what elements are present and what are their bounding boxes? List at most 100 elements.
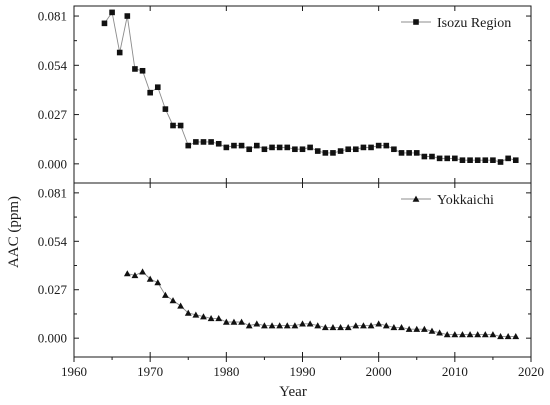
data-point (131, 271, 139, 279)
x-axis: 1960 1970 1980 1990 2000 2010 2020 (61, 357, 544, 379)
data-point (177, 122, 184, 129)
data-point (459, 331, 466, 338)
data-point (436, 155, 443, 162)
data-point (177, 302, 185, 309)
panel-2: 0.000 0.027 0.054 0.081 Yokkaichi (38, 182, 532, 358)
data-point (200, 313, 207, 320)
data-point (352, 322, 360, 329)
data-point (413, 150, 420, 156)
data-point (132, 66, 138, 72)
data-point (215, 315, 223, 322)
y-tick-label: 0.000 (38, 331, 67, 346)
legend: Isozu Region (401, 16, 511, 31)
data-point (222, 318, 230, 325)
data-point (215, 140, 222, 147)
data-point (337, 324, 344, 331)
data-point (193, 139, 199, 145)
data-point (154, 84, 161, 91)
data-point (421, 153, 428, 160)
data-point (284, 144, 291, 151)
data-point (383, 142, 390, 149)
data-point (162, 106, 169, 112)
x-tick-label: 1980 (213, 364, 239, 379)
data-point (345, 146, 351, 153)
data-point (207, 315, 215, 322)
data-point (467, 157, 473, 163)
data-point (170, 122, 176, 129)
legend-marker (413, 19, 419, 25)
x-tick-label: 2000 (366, 364, 392, 379)
data-point (512, 157, 519, 163)
data-point (283, 322, 291, 329)
data-point (139, 67, 146, 74)
data-point (497, 332, 504, 340)
data-point (505, 155, 511, 162)
data-point (497, 159, 504, 165)
data-point (162, 291, 169, 298)
data-point (231, 142, 237, 149)
series-1-1 (101, 9, 519, 165)
x-tick-label: 1960 (61, 364, 87, 379)
data-point (391, 146, 397, 153)
data-point (398, 324, 405, 331)
data-point (368, 144, 374, 151)
legend: Yokkaichi (401, 193, 494, 208)
data-point (459, 157, 466, 163)
y-tick-label: 0.054 (38, 234, 68, 249)
x-tick-label: 1990 (290, 364, 316, 379)
data-point (390, 324, 398, 331)
data-point (444, 155, 451, 162)
data-point (238, 318, 245, 325)
data-point (443, 331, 451, 338)
data-point (329, 324, 337, 331)
data-point (200, 139, 207, 145)
data-point (208, 139, 214, 145)
data-point (322, 150, 329, 156)
data-point (269, 144, 275, 151)
data-point (344, 324, 352, 331)
data-point (276, 322, 284, 329)
data-point (299, 320, 306, 327)
data-point (413, 325, 421, 332)
data-point (268, 322, 276, 329)
data-point (375, 142, 382, 149)
data-point (474, 157, 481, 163)
data-point (254, 142, 260, 149)
data-point (184, 309, 192, 316)
data-point (292, 146, 298, 153)
data-point (223, 144, 230, 151)
data-point (306, 320, 314, 327)
data-point (405, 325, 413, 332)
data-point (101, 20, 108, 27)
y-tick-label: 0.054 (38, 58, 68, 73)
data-point (123, 270, 131, 277)
y-tick-label: 0.000 (38, 156, 67, 171)
data-point (230, 318, 238, 325)
data-point (146, 275, 154, 282)
data-point (261, 322, 268, 329)
data-point (360, 322, 367, 329)
data-point (330, 150, 336, 156)
data-point (307, 144, 313, 151)
data-point (261, 146, 268, 153)
y-tick-label: 0.081 (38, 9, 67, 24)
legend-label: Isozu Region (437, 16, 511, 31)
data-point (436, 329, 443, 336)
data-point (116, 49, 123, 56)
data-point (185, 142, 192, 149)
data-point (337, 148, 344, 154)
data-point (452, 155, 458, 162)
data-point (124, 13, 131, 19)
data-point (466, 331, 474, 338)
data-point (314, 148, 321, 154)
data-point (154, 279, 162, 286)
data-point (299, 146, 306, 153)
data-point (512, 332, 520, 340)
data-point (238, 142, 245, 149)
data-point (428, 327, 436, 334)
y-tick-label: 0.027 (38, 107, 68, 122)
data-point (504, 332, 512, 340)
